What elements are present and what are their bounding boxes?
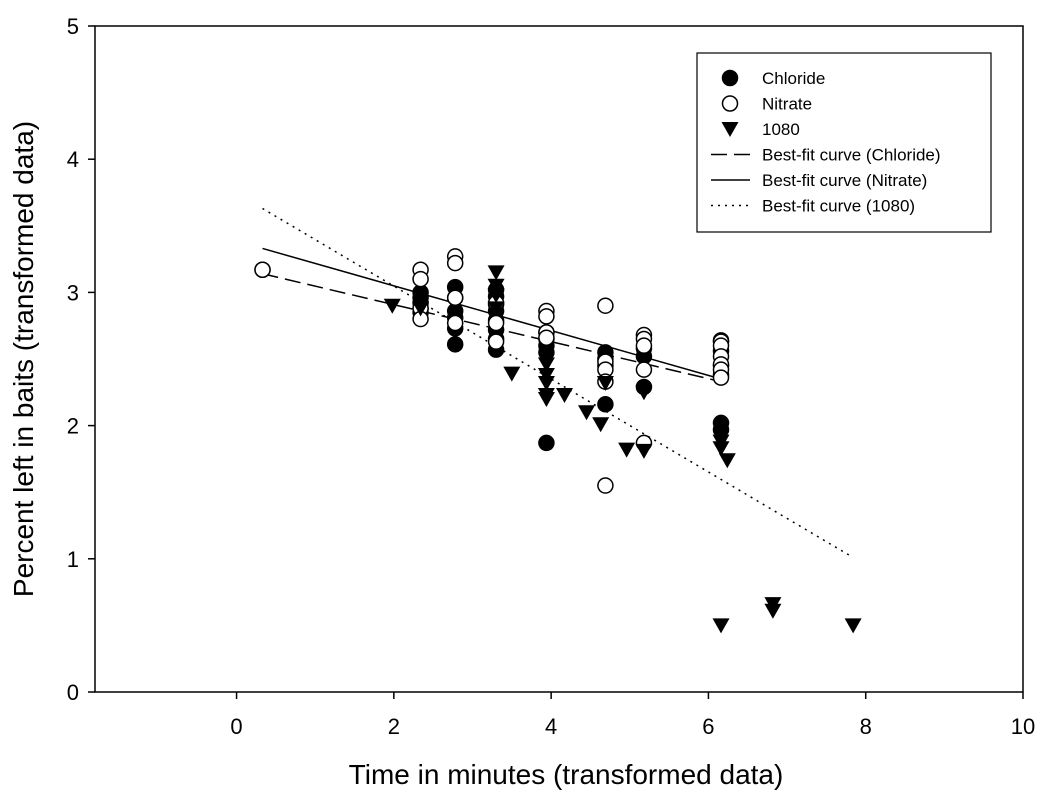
point-1080 <box>596 375 614 391</box>
point-1080 <box>618 442 636 458</box>
point-nitrate <box>412 270 429 288</box>
x-tick-label: 4 <box>545 714 557 739</box>
y-tick-label: 2 <box>67 414 79 439</box>
point-chloride <box>446 336 464 353</box>
point-1080 <box>537 375 555 391</box>
point-nitrate <box>538 308 555 325</box>
point-nitrate <box>254 261 271 279</box>
point-1080 <box>578 405 596 421</box>
point-1080 <box>712 441 730 457</box>
legend-label: 1080 <box>762 120 800 139</box>
point-1080 <box>844 618 862 634</box>
point-nitrate <box>446 314 464 332</box>
point-1080 <box>503 366 521 382</box>
y-tick-label: 1 <box>67 547 79 572</box>
point-chloride <box>538 434 555 452</box>
point-1080 <box>487 301 505 317</box>
point-nitrate <box>538 329 555 346</box>
y-tick-label: 5 <box>67 14 79 39</box>
point-1080 <box>718 453 736 469</box>
legend-label: Chloride <box>762 69 825 88</box>
x-tick-label: 8 <box>860 714 872 739</box>
point-1080 <box>487 278 505 294</box>
x-axis-title: Time in minutes (transformed data) <box>349 759 784 790</box>
point-1080 <box>383 298 401 314</box>
point-nitrate <box>597 477 614 494</box>
point-1080 <box>537 357 555 373</box>
x-tick-label: 10 <box>1011 714 1035 739</box>
point-1080 <box>635 385 653 401</box>
point-1080 <box>764 603 782 619</box>
point-1080 <box>487 265 505 281</box>
y-tick-label: 0 <box>67 680 79 705</box>
legend-box <box>696 52 992 233</box>
legend-label: Best-fit curve (Nitrate) <box>762 171 927 190</box>
point-nitrate <box>446 254 464 272</box>
x-tick-label: 0 <box>230 714 242 739</box>
point-1080 <box>592 417 610 433</box>
point-nitrate <box>635 337 653 354</box>
point-chloride <box>597 396 614 413</box>
point-1080 <box>487 288 505 304</box>
point-nitrate <box>446 289 464 306</box>
point-1080 <box>556 387 574 403</box>
legend-marker <box>721 95 739 112</box>
point-nitrate <box>487 333 505 350</box>
point-1080 <box>712 618 730 634</box>
point-nitrate <box>712 369 730 386</box>
point-1080 <box>635 443 653 459</box>
fit-lines <box>262 207 854 559</box>
x-tick-label: 6 <box>702 714 714 739</box>
plot-frame <box>94 25 1024 693</box>
y-tick-label: 4 <box>67 147 79 172</box>
legend-label: Nitrate <box>762 95 812 114</box>
legend-label: Best-fit curve (1080) <box>762 197 915 216</box>
point-nitrate <box>635 361 653 378</box>
y-axis-title: Percent left in baits (transformed data) <box>8 121 39 597</box>
legend-label: Best-fit curve (Chloride) <box>762 146 941 165</box>
point-nitrate <box>487 314 505 332</box>
point-nitrate <box>597 297 614 314</box>
axes: 0 2 4 6 8 10 0 1 2 3 4 5 <box>67 14 1035 739</box>
data-points <box>254 248 862 634</box>
point-1080 <box>537 391 555 407</box>
legend-marker <box>721 69 739 87</box>
legend-marker <box>721 122 739 137</box>
x-tick-label: 2 <box>388 714 400 739</box>
y-tick-label: 3 <box>67 280 79 305</box>
point-1080 <box>537 367 555 383</box>
legend: Chloride Nitrate 1080 Best-fit curve (Chlor… <box>696 52 992 233</box>
point-1080 <box>412 301 430 317</box>
fit-line-dotted <box>262 207 854 559</box>
